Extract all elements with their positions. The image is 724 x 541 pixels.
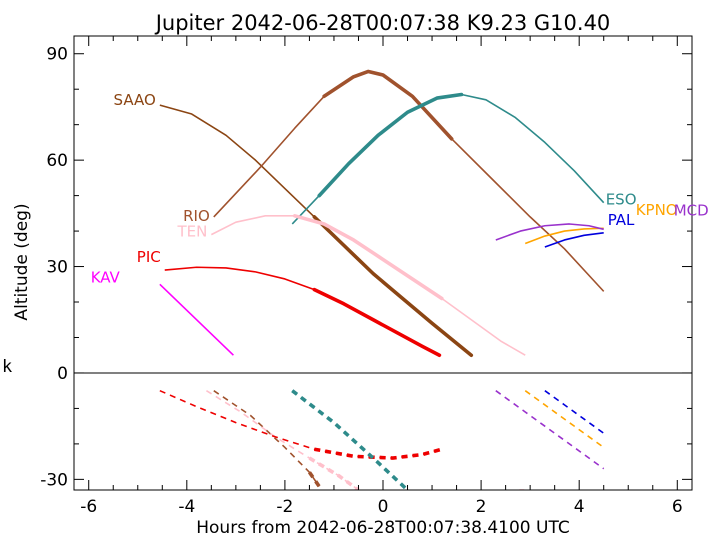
series-line-pal: [544, 232, 604, 248]
series-thick-ten: [292, 214, 444, 301]
series-label-kav: KAV: [91, 268, 121, 286]
frame-layer: [73, 35, 693, 491]
side-label: k: [2, 357, 12, 377]
series-label-mcd: MCD: [674, 201, 709, 219]
x-axis-label: Hours from 2042-06-28T00:07:38.4100 UTC: [196, 518, 569, 538]
series-label-rio: RIO: [183, 207, 210, 225]
y-tick-label: 60: [46, 151, 68, 171]
series-label-pal: PAL: [608, 211, 635, 229]
x-tick-label: -4: [178, 497, 195, 517]
y-tick-label: 0: [57, 364, 68, 384]
series-thick-saao: [312, 215, 474, 358]
x-tick-label: 2: [476, 497, 487, 517]
y-tick-label: 90: [46, 45, 68, 65]
x-tick-label: -6: [80, 497, 97, 517]
series-label-kpno: KPNO: [636, 201, 678, 219]
series-thick-rio: [322, 69, 454, 141]
ticks-layer: -6 -4 -2 0 2 4 6 -30 0 30 60 90: [40, 36, 692, 517]
series-thick-eso: [317, 92, 464, 198]
series-label-ten: TEN: [176, 223, 207, 241]
series-label-pic: PIC: [137, 248, 161, 266]
y-axis-label: Altitude (deg): [12, 203, 32, 320]
series-line-ten: [210, 215, 526, 356]
lower-series-thick-1: [308, 456, 360, 490]
x-tick-label: -2: [276, 497, 293, 517]
x-tick-label: 6: [672, 497, 683, 517]
lower-series-thick-0: [307, 471, 321, 488]
series-label-saao: SAAO: [114, 91, 156, 109]
series-line-pic: [164, 266, 440, 356]
lower-series-4: [495, 390, 605, 470]
series-thick-pic: [312, 287, 442, 358]
x-tick-label: 0: [378, 497, 389, 517]
lower-series-thick-3: [291, 389, 409, 490]
lower-series-5: [524, 390, 605, 449]
chart-title: Jupiter 2042-06-28T00:07:38 K9.23 G10.40: [154, 11, 611, 35]
lower-series-0: [213, 390, 320, 487]
lower-series-1: [206, 390, 359, 490]
y-tick-label: -30: [40, 470, 68, 490]
y-tick-label: 30: [46, 258, 68, 278]
lower-series-6: [544, 390, 605, 434]
series-line-kpno: [524, 227, 604, 245]
plot-frame: [73, 35, 693, 491]
series-line-kav: [159, 283, 234, 356]
series-line-eso: [291, 93, 605, 225]
lower-series-thick-2: [314, 447, 443, 460]
lines-layer: [159, 69, 605, 490]
x-tick-label: 4: [574, 497, 585, 517]
series-line-rio: [213, 70, 605, 292]
series-line-mcd: [495, 223, 604, 241]
lower-series-2: [159, 389, 443, 459]
series-label-eso: ESO: [606, 191, 637, 209]
